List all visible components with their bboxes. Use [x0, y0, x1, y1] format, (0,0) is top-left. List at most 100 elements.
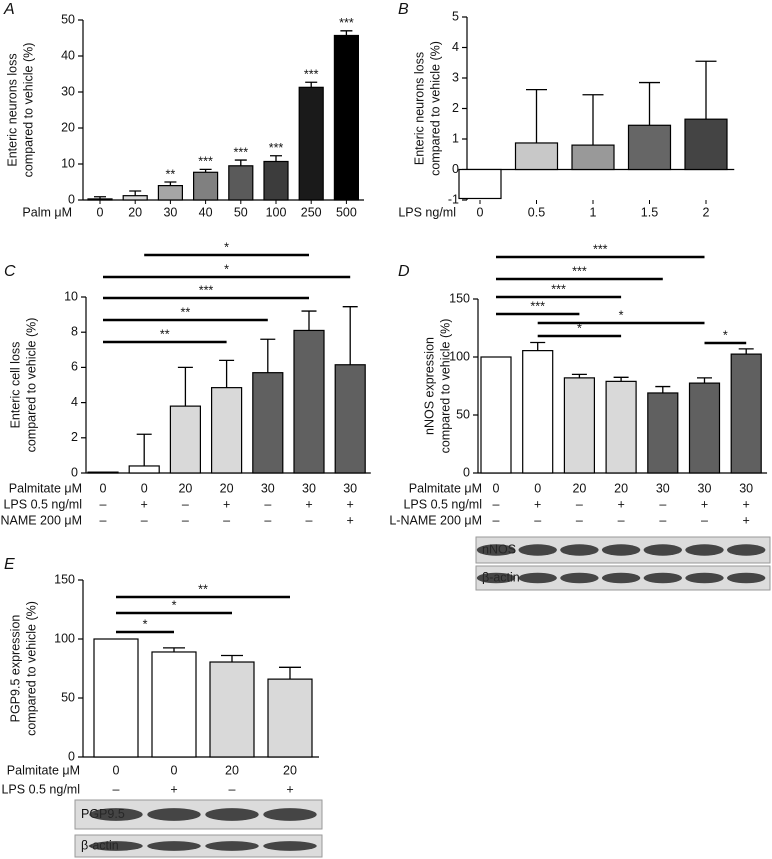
row-value: 30 [343, 481, 357, 495]
bar [157, 185, 183, 201]
row-value: 20 [572, 481, 586, 495]
x-tick-label: 1.5 [641, 205, 658, 219]
row-label: L-NAME 200 μM [389, 513, 482, 527]
x-tick-label: 2 [703, 205, 710, 219]
x-axis-label: Palm μM [22, 205, 72, 219]
error-bar [177, 366, 193, 407]
error-bar [279, 666, 301, 680]
row-value: – [534, 513, 541, 527]
row-value: – [576, 513, 583, 527]
row-value: – [493, 497, 500, 511]
row-value: – [182, 497, 189, 511]
significance-label: *** [551, 282, 566, 296]
error-bar [301, 310, 317, 331]
y-tick-label: 0 [452, 162, 459, 176]
bar [514, 142, 559, 171]
error-bar [219, 359, 235, 388]
blot-band [601, 572, 641, 584]
row-label: Palmitate μM [409, 481, 482, 495]
blot-band [147, 841, 201, 851]
panel-label: A [3, 1, 15, 18]
bar [122, 195, 148, 201]
error-bar [697, 377, 712, 384]
bar [87, 198, 113, 201]
significance-label: * [577, 321, 582, 335]
blot-band [560, 572, 599, 584]
y-tick-label: 150 [449, 291, 470, 305]
row-value: – [223, 513, 230, 527]
blot-band [89, 808, 143, 821]
blot-band [560, 544, 599, 556]
bar [209, 661, 255, 758]
error-bar [526, 88, 547, 143]
blot-band [643, 544, 682, 556]
y-axis-label: compared to vehicle (%) [24, 601, 38, 736]
row-value: + [743, 497, 750, 511]
row-value: 0 [100, 481, 107, 495]
bar [211, 387, 243, 474]
bar [571, 144, 615, 171]
row-value: – [493, 513, 500, 527]
row-value: 20 [283, 763, 297, 777]
blot-band [518, 544, 557, 556]
y-axis-label: compared to vehicle (%) [21, 43, 35, 178]
y-tick-label: 100 [449, 349, 470, 363]
y-tick-label: 10 [64, 289, 78, 303]
y-tick-label: 8 [71, 324, 78, 338]
blot-band [685, 572, 724, 584]
significance-label: * [172, 598, 177, 612]
row-value: – [618, 513, 625, 527]
error-bar [340, 30, 353, 36]
y-tick-label: 150 [54, 572, 75, 586]
row-value: – [100, 497, 107, 511]
bar [193, 171, 219, 201]
row-value: 0 [113, 763, 120, 777]
significance-label: *** [572, 264, 587, 278]
error-bar [530, 341, 546, 351]
significance-label: * [619, 308, 624, 322]
blot-band [476, 544, 516, 556]
error-bar [221, 654, 243, 663]
y-tick-label: 2 [71, 430, 78, 444]
row-label: LPS 0.5 ng/ml [3, 497, 82, 511]
significance-label: *** [199, 283, 214, 297]
bar [647, 392, 679, 474]
error-bar [571, 373, 587, 378]
significance-label: *** [593, 242, 608, 256]
row-value: + [534, 497, 541, 511]
error-bar [738, 348, 754, 355]
row-value: 0 [493, 481, 500, 495]
bar [93, 638, 139, 758]
blot-band [263, 808, 317, 821]
bar [684, 118, 728, 171]
row-value: – [141, 513, 148, 527]
bar [298, 86, 324, 201]
bar [688, 382, 721, 474]
panel-label: E [4, 556, 15, 573]
y-tick-label: 40 [61, 48, 75, 62]
bar [128, 465, 160, 474]
significance-label: *** [530, 299, 545, 313]
row-label: LPS 0.5 ng/ml [1, 782, 80, 796]
bar [605, 380, 637, 474]
row-value: – [701, 513, 708, 527]
panel-label: C [4, 263, 16, 280]
y-axis-label: nNOS expression [422, 337, 436, 435]
significance-label: *** [304, 68, 319, 82]
row-value: 30 [261, 481, 275, 495]
row-value: – [229, 782, 236, 796]
error-bar [234, 159, 247, 166]
y-axis-label: compared to vehicle (%) [24, 318, 38, 453]
y-tick-label: 50 [456, 407, 470, 421]
row-value: + [617, 497, 624, 511]
row-value: – [182, 513, 189, 527]
row-value: + [223, 497, 230, 511]
error-bar [129, 190, 142, 196]
blot-band [147, 808, 201, 821]
error-bar [199, 168, 212, 173]
row-value: – [659, 513, 666, 527]
bar [458, 168, 502, 200]
error-bar [639, 81, 660, 126]
bar [333, 34, 359, 201]
